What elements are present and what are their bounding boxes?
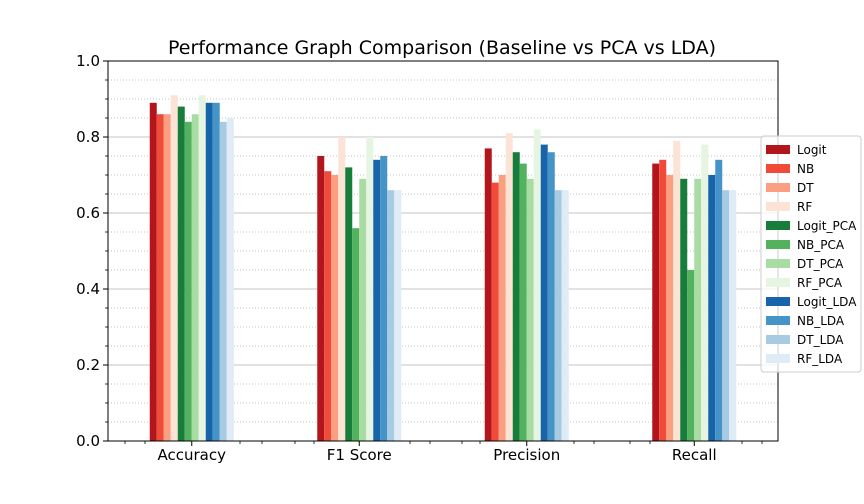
bar-dt-pca-0 [191, 114, 199, 441]
bar-nb-pca-2 [519, 163, 527, 441]
legend-swatch-dt-lda [766, 335, 790, 344]
legend-label-nb-lda: NB_LDA [797, 314, 845, 328]
bar-dt-lda-2 [554, 190, 562, 441]
legend-label-dt: DT [797, 181, 814, 195]
y-tick-label: 1.0 [76, 52, 100, 70]
bar-logit-2 [484, 148, 492, 441]
bar-rf-1 [338, 137, 346, 441]
bar-rf-pca-0 [198, 95, 206, 441]
bar-rf-lda-3 [729, 190, 737, 441]
legend-box [760, 135, 862, 373]
legend-label-nb: NB [797, 162, 814, 176]
legend-swatch-rf [766, 202, 790, 211]
bar-logit-lda-0 [205, 102, 213, 442]
bar-logit-pca-1 [345, 167, 353, 441]
legend-label-logit: Logit [797, 143, 827, 157]
bar-nb-0 [156, 114, 164, 441]
bar-nb-lda-0 [212, 102, 220, 442]
y-tick-label: 0.4 [76, 280, 100, 298]
bar-dt-pca-1 [359, 178, 367, 442]
legend-swatch-dt [766, 183, 790, 192]
bar-logit-pca-2 [512, 152, 520, 441]
bar-rf-2 [505, 133, 513, 441]
legend-label-rf-pca: RF_PCA [797, 276, 843, 290]
legend-label-nb-pca: NB_PCA [797, 238, 845, 252]
bar-dt-1 [331, 175, 339, 441]
legend-swatch-logit-pca [766, 221, 790, 230]
bar-dt-lda-3 [722, 190, 730, 441]
x-tick-label: Accuracy [158, 446, 227, 464]
axes: 0.0 0.2 0.4 0.6 0.8 1.0 Accuracy F1 Score Precis… [76, 52, 779, 464]
bar-rf-pca-2 [533, 129, 541, 441]
bar-rf-pca-3 [701, 144, 709, 441]
bar-rf-lda-2 [561, 190, 569, 441]
bar-logit-lda-2 [540, 144, 548, 441]
legend-label-logit-lda: Logit_LDA [797, 295, 857, 309]
bar-nb-lda-1 [380, 156, 388, 441]
bar-dt-3 [666, 175, 674, 441]
bar-nb-3 [659, 159, 667, 442]
bar-logit-0 [149, 102, 157, 442]
legend-label-rf-lda: RF_LDA [797, 352, 843, 366]
bar-rf-pca-1 [366, 137, 374, 441]
bar-nb-pca-1 [352, 228, 360, 441]
legend-label-rf: RF [797, 200, 812, 214]
x-tick-label: Recall [672, 446, 717, 464]
x-tick-label: Precision [493, 446, 560, 464]
y-tick-label: 0.0 [76, 432, 100, 450]
y-tick-label: 0.6 [76, 204, 100, 222]
bar-dt-0 [163, 114, 171, 441]
legend-label-logit-pca: Logit_PCA [797, 219, 857, 233]
bar-nb-1 [324, 171, 332, 441]
legend-label-dt-lda: DT_LDA [797, 333, 844, 347]
legend-swatch-nb-pca [766, 240, 790, 249]
legend-swatch-logit-lda [766, 297, 790, 306]
bar-rf-lda-0 [226, 118, 234, 441]
bar-rf-lda-1 [394, 190, 402, 441]
x-tick-label: F1 Score [327, 446, 392, 464]
legend-swatch-rf-pca [766, 278, 790, 287]
bar-logit-3 [652, 163, 660, 441]
bar-logit-pca-0 [177, 106, 185, 441]
bar-dt-lda-1 [387, 190, 395, 441]
bar-dt-2 [498, 175, 506, 441]
legend: Logit NB DT RF Logit_PCA NB_PCA DT_PCA RF_PCA Lo… [760, 135, 862, 373]
bar-dt-pca-3 [694, 178, 702, 442]
bar-rf-0 [170, 95, 178, 441]
chart-title: Performance Graph Comparison (Baseline v… [168, 37, 716, 59]
bar-dt-lda-0 [219, 121, 227, 442]
legend-swatch-nb-lda [766, 316, 790, 325]
bar-nb-2 [491, 182, 499, 441]
legend-swatch-logit [766, 145, 790, 154]
y-tick-label: 0.8 [76, 128, 100, 146]
legend-swatch-rf-lda [766, 354, 790, 363]
bar-logit-lda-1 [373, 159, 381, 442]
legend-label-dt-pca: DT_PCA [797, 257, 844, 271]
bar-nb-pca-3 [687, 270, 695, 441]
bar-nb-lda-2 [547, 152, 555, 441]
y-tick-label: 0.2 [76, 356, 100, 374]
bar-logit-pca-3 [680, 178, 688, 442]
bar-nb-lda-3 [715, 159, 723, 442]
bars [149, 95, 737, 442]
legend-swatch-dt-pca [766, 259, 790, 268]
bar-logit-1 [317, 156, 325, 441]
bar-rf-3 [673, 140, 681, 442]
bar-logit-lda-3 [708, 175, 716, 441]
bar-dt-pca-2 [526, 178, 534, 442]
legend-swatch-nb [766, 164, 790, 173]
bar-nb-pca-0 [184, 121, 192, 442]
